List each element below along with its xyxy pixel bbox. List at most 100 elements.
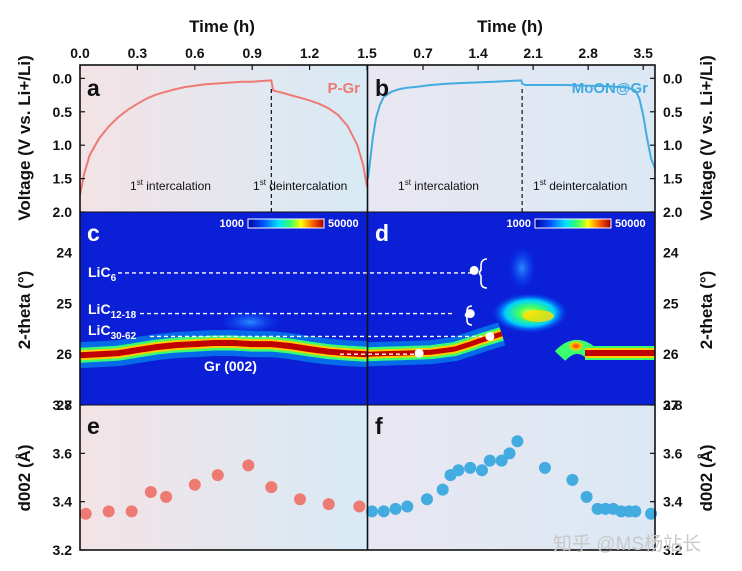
phase-label-lic30: LiC30-62 xyxy=(88,322,137,342)
top-tick-a: 1.2 xyxy=(300,45,320,61)
y-tick-label: 3.4 xyxy=(53,494,73,510)
phase-label-lic12: LiC12-18 xyxy=(88,301,137,321)
data-point xyxy=(389,502,402,515)
top-tick-b: 2.1 xyxy=(523,45,543,61)
series-points-moon-gr xyxy=(365,435,658,520)
y-label-d-right: d002 (Å) xyxy=(697,444,716,511)
y-label-voltage-left: Voltage (V vs. Li+/Li) xyxy=(15,55,34,220)
phase-reference-lines xyxy=(118,272,482,355)
y-ticks-theta-left: 24 25 26 27 xyxy=(56,245,72,413)
series-points-p-gr xyxy=(79,459,366,520)
brace-lic12 xyxy=(464,305,473,326)
y-tick-label: 3.6 xyxy=(53,445,73,461)
top-tick-a: 0.3 xyxy=(128,45,148,61)
heatmap-d-right-band-core xyxy=(585,350,655,356)
data-point xyxy=(538,461,551,474)
data-point xyxy=(188,478,201,491)
heatmap-d xyxy=(368,212,655,405)
y-tick-label: 1.0 xyxy=(53,137,73,153)
data-point xyxy=(452,464,465,477)
y-label-theta-right: 2-theta (°) xyxy=(697,271,716,350)
y-ticks-d-left: 3.2 3.4 3.6 3.8 xyxy=(53,397,73,558)
top-tick-b: 2.8 xyxy=(578,45,598,61)
y-tick-label: 27 xyxy=(56,397,72,413)
y-tick-label: 1.5 xyxy=(53,171,73,187)
y-tick-label: 26 xyxy=(56,346,72,362)
y-label-d-left: d002 (Å) xyxy=(15,444,34,511)
legend-moon-gr: MoON@Gr xyxy=(572,80,648,97)
data-point xyxy=(322,498,335,511)
data-point xyxy=(377,505,390,518)
top-axis-title-right: Time (h) xyxy=(477,17,543,36)
data-point xyxy=(436,483,449,496)
y-ticks-voltage-left: 0.0 0.5 1.0 1.5 2.0 xyxy=(53,70,73,220)
data-point xyxy=(566,473,579,486)
phase-marker xyxy=(465,309,475,319)
top-tick-b: 0.7 xyxy=(413,45,433,61)
data-point xyxy=(476,464,489,477)
y-tick-label: 3.4 xyxy=(663,494,683,510)
series-line-moon-gr xyxy=(367,79,656,179)
colorbar-d-max: 50000 xyxy=(615,218,646,230)
panel-e-bg xyxy=(80,405,367,550)
colorbar-d xyxy=(534,218,612,229)
heatmap-c-band-core xyxy=(80,340,367,359)
panel-letter-e: e xyxy=(87,413,100,439)
watermark: 知乎 @MS杨站长 xyxy=(553,533,701,555)
phase-marker xyxy=(469,265,479,275)
y-tick-label: 2.0 xyxy=(663,204,683,220)
top-tick-b: 3.5 xyxy=(633,45,653,61)
y-tick-label: 3.8 xyxy=(53,397,73,413)
panel-f-bg xyxy=(368,405,655,550)
panel-b-bg xyxy=(368,65,655,212)
y-ticks-d-right: 3.2 3.4 3.6 3.8 xyxy=(663,397,683,558)
heatmap-c-faint-spot xyxy=(220,310,280,334)
panel-letter-a: a xyxy=(87,75,100,101)
y-tick-label: 24 xyxy=(56,245,72,261)
panel-letter-b: b xyxy=(375,75,389,101)
data-point xyxy=(160,490,173,503)
y-tick-label: 3.8 xyxy=(663,397,683,413)
y-ticks-voltage-right: 0.0 0.5 1.0 1.5 2.0 xyxy=(663,70,683,220)
annotation-a-deintercalation: 1st deintercalation xyxy=(253,178,347,193)
y-tick-label: 0.0 xyxy=(663,70,683,86)
top-tick-labels-b: 0.7 1.4 2.1 2.8 3.5 xyxy=(413,45,653,61)
data-point xyxy=(242,459,255,472)
annotation-a-intercalation: 1st intercalation xyxy=(130,178,211,193)
heatmap-d-faint-spot xyxy=(508,246,536,290)
top-tick-a: 1.5 xyxy=(357,45,377,61)
data-point xyxy=(401,500,414,513)
data-point xyxy=(102,505,115,518)
heatmap-d-markers xyxy=(414,265,495,358)
y-tick-label: 27 xyxy=(663,397,679,413)
data-point xyxy=(125,505,138,518)
y-tick-label: 0.5 xyxy=(663,104,683,120)
data-point xyxy=(495,454,508,467)
annotation-b-intercalation: 1st intercalation xyxy=(398,178,479,193)
panel-letter-f: f xyxy=(375,413,383,439)
data-point xyxy=(420,493,433,506)
y-tick-label: 25 xyxy=(56,295,72,311)
colorbar-d-min: 1000 xyxy=(507,218,531,230)
y-tick-label: 3.6 xyxy=(663,445,683,461)
phase-marker xyxy=(414,348,424,358)
data-point xyxy=(503,447,516,460)
panel-letter-c: c xyxy=(87,220,100,246)
top-tick-a: 0.9 xyxy=(242,45,262,61)
data-point xyxy=(294,493,307,506)
top-tick-b: 1.4 xyxy=(468,45,488,61)
heatmap-c-bg xyxy=(80,212,367,405)
y-tick-label: 24 xyxy=(663,245,679,261)
data-point xyxy=(645,507,658,520)
data-point xyxy=(365,505,378,518)
top-tick-a: 0.0 xyxy=(70,45,90,61)
colorbar-c-min: 1000 xyxy=(220,218,244,230)
data-point xyxy=(211,469,224,482)
top-tick-a: 0.6 xyxy=(185,45,205,61)
y-tick-label: 25 xyxy=(663,295,679,311)
y-tick-label: 3.2 xyxy=(663,542,683,558)
phase-label-lic6: LiC6 xyxy=(88,264,117,284)
colorbar-c xyxy=(247,218,325,229)
top-tick-labels-a: 0.0 0.3 0.6 0.9 1.2 1.5 xyxy=(70,45,377,61)
heatmap-d-hot-spot xyxy=(567,340,585,352)
